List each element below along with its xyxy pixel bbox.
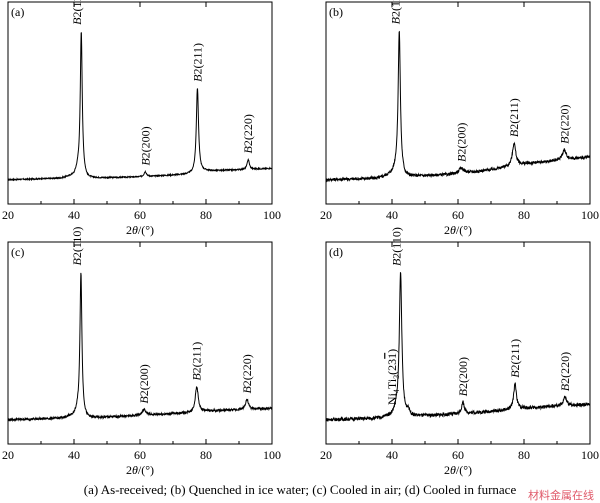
x-tick-label: 100 <box>263 448 281 462</box>
x-tick-label: 40 <box>386 208 398 222</box>
x-tick-label: 80 <box>200 208 212 222</box>
peak-label: B2(110) <box>388 0 402 24</box>
x-tick-label: 40 <box>386 448 398 462</box>
xrd-trace <box>7 32 273 182</box>
peak-label: B2(200) <box>454 123 468 162</box>
plot-frame <box>325 241 591 445</box>
peak-label: B2(211) <box>507 98 521 137</box>
x-axis-label: 2θ/(°) <box>444 463 472 477</box>
watermark: 材料金属在线 <box>528 489 594 502</box>
xrd-trace <box>325 30 591 183</box>
x-tick-label: 100 <box>263 208 281 222</box>
panel-label: (d) <box>329 245 343 259</box>
x-tick-label: 40 <box>68 448 80 462</box>
x-tick-label: 20 <box>2 208 14 222</box>
x-tick-label: 80 <box>518 208 530 222</box>
x-axis-label: 2θ/(°) <box>126 223 154 237</box>
peak-label: B2(220) <box>558 352 572 391</box>
x-tick-label: 60 <box>134 448 146 462</box>
xrd-panel-3: (c) 20 40 60 80 100 2θ/(°) B2(110) B2(200) B2(211… <box>2 227 281 477</box>
peak-label: B2(200) <box>137 364 151 403</box>
xrd-trace <box>7 272 273 423</box>
x-tick-label: 100 <box>581 208 599 222</box>
x-tick-label: 60 <box>134 208 146 222</box>
panel-label: (b) <box>329 5 343 19</box>
peak-label: B2(211) <box>190 43 204 82</box>
peak-label: Ni4Ti3(231) <box>385 349 401 405</box>
x-axis-label: 2θ/(°) <box>444 223 472 237</box>
xrd-panel-2: (b) 20 40 60 80 100 2θ/(°) B2(110) B2(200) B2(211… <box>320 0 599 237</box>
peak-label: B2(211) <box>190 342 204 381</box>
xrd-panel-1: (a) 20 40 60 80 100 2θ/(°) B2(110) B2(200) B2(211… <box>2 0 281 237</box>
peak-label: B2(220) <box>240 354 254 393</box>
panel-label: (a) <box>11 5 24 19</box>
xrd-trace <box>325 272 591 423</box>
x-tick-label: 40 <box>68 208 80 222</box>
peak-label: B2(200) <box>456 357 470 396</box>
x-axis-label: 2θ/(°) <box>126 463 154 477</box>
x-tick-label: 20 <box>320 208 332 222</box>
peak-label: B2(110) <box>390 227 404 266</box>
peak-label: B2(110) <box>70 227 84 266</box>
figure-caption: (a) As-received; (b) Quenched in ice wat… <box>83 482 517 497</box>
x-tick-label: 20 <box>320 448 332 462</box>
x-tick-label: 100 <box>581 448 599 462</box>
x-tick-label: 80 <box>200 448 212 462</box>
x-tick-label: 60 <box>452 208 464 222</box>
peak-label: B2(200) <box>138 126 152 165</box>
peak-label: B2(110) <box>70 0 84 25</box>
plot-frame <box>325 1 591 205</box>
peak-label: B2(211) <box>508 339 522 378</box>
panel-label: (c) <box>11 245 24 259</box>
peak-label: B2(220) <box>241 114 255 153</box>
plot-frame <box>7 1 273 205</box>
peak-label: B2(220) <box>557 105 571 144</box>
x-tick-label: 60 <box>452 448 464 462</box>
xrd-panel-4: (d) 20 40 60 80 100 2θ/(°) B2(110) Ni4Ti3(231) B2… <box>320 227 599 477</box>
x-tick-label: 80 <box>518 448 530 462</box>
x-tick-label: 20 <box>2 448 14 462</box>
